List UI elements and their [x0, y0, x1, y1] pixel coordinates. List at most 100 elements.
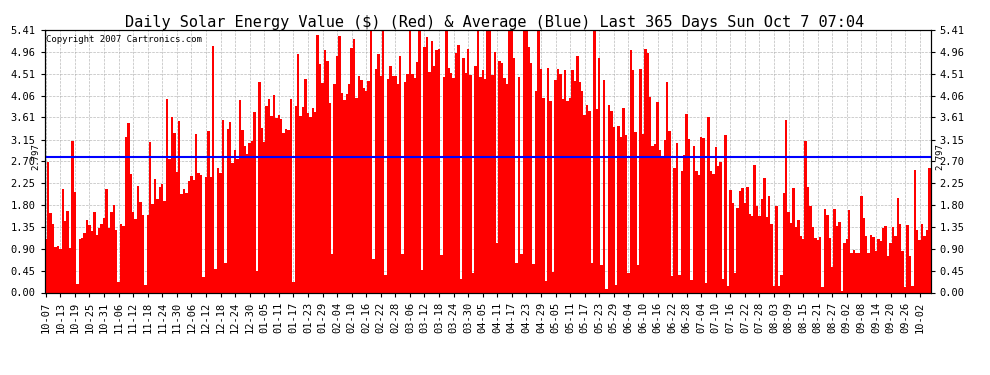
Bar	[623, 108, 625, 292]
Bar	[887, 256, 889, 292]
Bar	[797, 220, 800, 292]
Bar	[540, 69, 543, 292]
Bar	[649, 97, 651, 292]
Bar	[513, 58, 516, 292]
Bar	[392, 76, 394, 292]
Bar	[54, 246, 56, 292]
Bar	[171, 117, 173, 292]
Bar	[59, 249, 61, 292]
Bar	[758, 216, 760, 292]
Bar	[156, 200, 158, 292]
Bar	[853, 250, 855, 292]
Bar	[322, 83, 324, 292]
Bar	[212, 46, 215, 292]
Bar	[397, 84, 399, 292]
Bar	[247, 154, 248, 292]
Bar	[556, 69, 559, 292]
Bar	[210, 177, 212, 292]
Bar	[401, 254, 404, 292]
Bar	[569, 98, 571, 292]
Bar	[78, 239, 81, 292]
Bar	[817, 240, 819, 292]
Bar	[197, 173, 200, 292]
Bar	[746, 187, 748, 292]
Bar	[790, 223, 792, 292]
Bar	[270, 116, 272, 292]
Bar	[554, 80, 556, 292]
Bar	[103, 218, 105, 292]
Bar	[161, 184, 163, 292]
Bar	[734, 273, 737, 292]
Bar	[464, 72, 467, 292]
Bar	[132, 213, 135, 292]
Bar	[743, 202, 746, 292]
Bar	[115, 230, 118, 292]
Bar	[588, 111, 591, 292]
Bar	[237, 159, 239, 292]
Bar	[583, 114, 586, 292]
Text: 2.797: 2.797	[935, 143, 944, 170]
Bar	[615, 285, 618, 292]
Bar	[695, 171, 698, 292]
Bar	[862, 218, 865, 292]
Bar	[151, 204, 153, 292]
Bar	[591, 263, 593, 292]
Bar	[819, 237, 822, 292]
Bar	[227, 129, 229, 292]
Bar	[304, 79, 307, 292]
Bar	[265, 106, 268, 292]
Bar	[491, 75, 494, 292]
Bar	[83, 233, 86, 292]
Bar	[722, 279, 725, 292]
Bar	[260, 128, 263, 292]
Bar	[739, 191, 742, 292]
Bar	[872, 237, 875, 292]
Bar	[892, 227, 894, 292]
Bar	[341, 93, 344, 292]
Bar	[921, 224, 924, 292]
Bar	[676, 143, 678, 292]
Bar	[81, 238, 83, 292]
Bar	[787, 212, 790, 292]
Bar	[770, 224, 773, 292]
Bar	[88, 225, 91, 292]
Bar	[419, 18, 421, 292]
Bar	[703, 138, 705, 292]
Bar	[122, 226, 125, 292]
Bar	[421, 270, 424, 292]
Bar	[795, 228, 797, 292]
Bar	[399, 57, 401, 292]
Bar	[751, 216, 753, 292]
Bar	[720, 162, 722, 292]
Bar	[824, 209, 827, 292]
Bar	[845, 239, 848, 292]
Bar	[47, 162, 50, 292]
Bar	[715, 147, 717, 292]
Bar	[56, 246, 59, 292]
Bar	[331, 254, 334, 292]
Bar	[501, 63, 503, 292]
Bar	[178, 121, 180, 292]
Bar	[424, 47, 426, 292]
Bar	[564, 70, 566, 292]
Bar	[877, 239, 880, 292]
Bar	[785, 120, 787, 292]
Bar	[73, 192, 76, 292]
Bar	[406, 74, 409, 292]
Bar	[765, 217, 768, 292]
Bar	[280, 118, 282, 292]
Bar	[441, 255, 443, 292]
Bar	[275, 118, 277, 292]
Bar	[834, 209, 836, 292]
Bar	[147, 215, 148, 292]
Bar	[86, 220, 88, 292]
Bar	[472, 273, 474, 292]
Bar	[705, 283, 707, 292]
Bar	[346, 94, 348, 292]
Bar	[108, 228, 110, 292]
Bar	[663, 140, 666, 292]
Bar	[710, 171, 712, 292]
Bar	[148, 142, 151, 292]
Bar	[763, 178, 765, 292]
Bar	[183, 189, 185, 292]
